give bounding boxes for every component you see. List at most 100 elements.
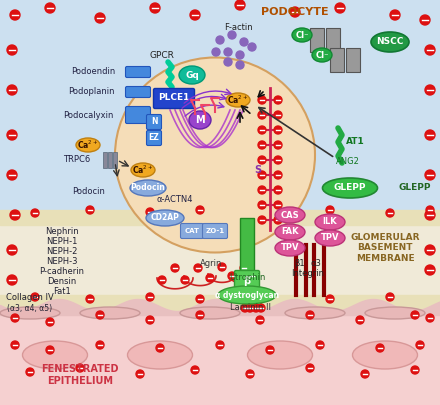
Text: GLOMERULAR
BASEMENT
MEMBRANE: GLOMERULAR BASEMENT MEMBRANE bbox=[350, 233, 420, 263]
Text: Gq: Gq bbox=[185, 70, 199, 79]
Circle shape bbox=[150, 3, 160, 13]
Text: Podoplanin: Podoplanin bbox=[69, 87, 115, 96]
Circle shape bbox=[236, 61, 244, 69]
Circle shape bbox=[7, 45, 17, 55]
Circle shape bbox=[274, 186, 282, 194]
Bar bbox=[310, 28, 324, 52]
Bar bbox=[330, 48, 344, 72]
FancyBboxPatch shape bbox=[125, 87, 150, 98]
Circle shape bbox=[228, 272, 236, 280]
Text: Nephrin: Nephrin bbox=[45, 228, 79, 237]
Circle shape bbox=[425, 85, 435, 95]
Text: Utrophin: Utrophin bbox=[229, 273, 265, 283]
Circle shape bbox=[258, 216, 266, 224]
Circle shape bbox=[425, 265, 435, 275]
Text: GLEPP: GLEPP bbox=[399, 183, 431, 192]
Circle shape bbox=[10, 10, 20, 20]
Circle shape bbox=[258, 171, 266, 179]
Text: AT1: AT1 bbox=[346, 138, 364, 147]
Circle shape bbox=[306, 364, 314, 372]
Text: N: N bbox=[151, 117, 157, 126]
Text: M: M bbox=[195, 115, 205, 125]
Circle shape bbox=[248, 272, 256, 280]
Circle shape bbox=[206, 274, 214, 282]
Circle shape bbox=[181, 276, 189, 284]
Circle shape bbox=[425, 130, 435, 140]
FancyBboxPatch shape bbox=[147, 130, 161, 145]
Text: (α3, α4, α5): (α3, α4, α5) bbox=[7, 303, 52, 313]
Ellipse shape bbox=[315, 230, 345, 246]
Text: Agrin: Agrin bbox=[200, 258, 222, 267]
Text: CD2AP: CD2AP bbox=[150, 213, 180, 222]
Ellipse shape bbox=[247, 341, 312, 369]
Circle shape bbox=[316, 341, 324, 349]
Circle shape bbox=[216, 36, 224, 44]
Text: Podoendin: Podoendin bbox=[71, 68, 115, 77]
Ellipse shape bbox=[146, 210, 184, 226]
Text: GLEPP: GLEPP bbox=[334, 183, 366, 192]
Ellipse shape bbox=[80, 307, 140, 319]
Circle shape bbox=[274, 216, 282, 224]
Text: ANG2: ANG2 bbox=[336, 158, 360, 166]
Circle shape bbox=[411, 366, 419, 374]
FancyBboxPatch shape bbox=[125, 107, 150, 124]
Text: Ca$^{2+}$: Ca$^{2+}$ bbox=[227, 94, 249, 106]
Ellipse shape bbox=[180, 307, 240, 319]
Circle shape bbox=[31, 209, 39, 217]
Circle shape bbox=[46, 318, 54, 326]
Text: NEPH-2: NEPH-2 bbox=[46, 247, 78, 256]
Circle shape bbox=[158, 276, 166, 284]
Ellipse shape bbox=[128, 341, 193, 369]
Circle shape bbox=[306, 311, 314, 319]
Circle shape bbox=[26, 368, 34, 376]
Circle shape bbox=[240, 264, 248, 272]
Text: PODOCYTE: PODOCYTE bbox=[261, 7, 329, 17]
Circle shape bbox=[326, 295, 334, 303]
Circle shape bbox=[425, 170, 435, 180]
Circle shape bbox=[7, 245, 17, 255]
Circle shape bbox=[96, 311, 104, 319]
Ellipse shape bbox=[189, 111, 211, 129]
Circle shape bbox=[258, 141, 266, 149]
Circle shape bbox=[196, 295, 204, 303]
Bar bbox=[240, 218, 254, 273]
Circle shape bbox=[426, 314, 434, 322]
Circle shape bbox=[240, 38, 248, 46]
Bar bbox=[0, 215, 440, 335]
Bar bbox=[103, 152, 107, 168]
Ellipse shape bbox=[275, 224, 305, 240]
Circle shape bbox=[191, 366, 199, 374]
Circle shape bbox=[95, 13, 105, 23]
Text: Podocin: Podocin bbox=[131, 183, 165, 192]
Ellipse shape bbox=[285, 307, 345, 319]
Circle shape bbox=[136, 370, 144, 378]
Text: FENESTRATED
EPITHELIUM: FENESTRATED EPITHELIUM bbox=[41, 364, 119, 386]
Text: Ca$^{2+}$: Ca$^{2+}$ bbox=[132, 164, 154, 176]
Circle shape bbox=[11, 314, 19, 322]
Circle shape bbox=[236, 51, 244, 59]
Ellipse shape bbox=[365, 307, 425, 319]
Text: TPV: TPV bbox=[321, 234, 339, 243]
Circle shape bbox=[274, 111, 282, 119]
Circle shape bbox=[335, 3, 345, 13]
Circle shape bbox=[386, 209, 394, 217]
Circle shape bbox=[156, 344, 164, 352]
Text: ZO-1: ZO-1 bbox=[205, 228, 224, 234]
Circle shape bbox=[248, 43, 256, 51]
Circle shape bbox=[246, 370, 254, 378]
Text: Densin: Densin bbox=[48, 277, 77, 286]
Circle shape bbox=[45, 3, 55, 13]
Text: β1: β1 bbox=[295, 258, 305, 267]
FancyBboxPatch shape bbox=[125, 66, 150, 77]
Circle shape bbox=[326, 206, 334, 214]
Circle shape bbox=[86, 295, 94, 303]
Circle shape bbox=[258, 201, 266, 209]
Circle shape bbox=[224, 48, 232, 56]
Ellipse shape bbox=[131, 163, 155, 177]
FancyBboxPatch shape bbox=[147, 115, 161, 130]
Text: α dystroglycan: α dystroglycan bbox=[215, 290, 279, 300]
Bar bbox=[346, 48, 360, 72]
Text: Fat1: Fat1 bbox=[53, 288, 71, 296]
Text: NSCC: NSCC bbox=[376, 38, 403, 47]
Bar bbox=[0, 210, 440, 225]
